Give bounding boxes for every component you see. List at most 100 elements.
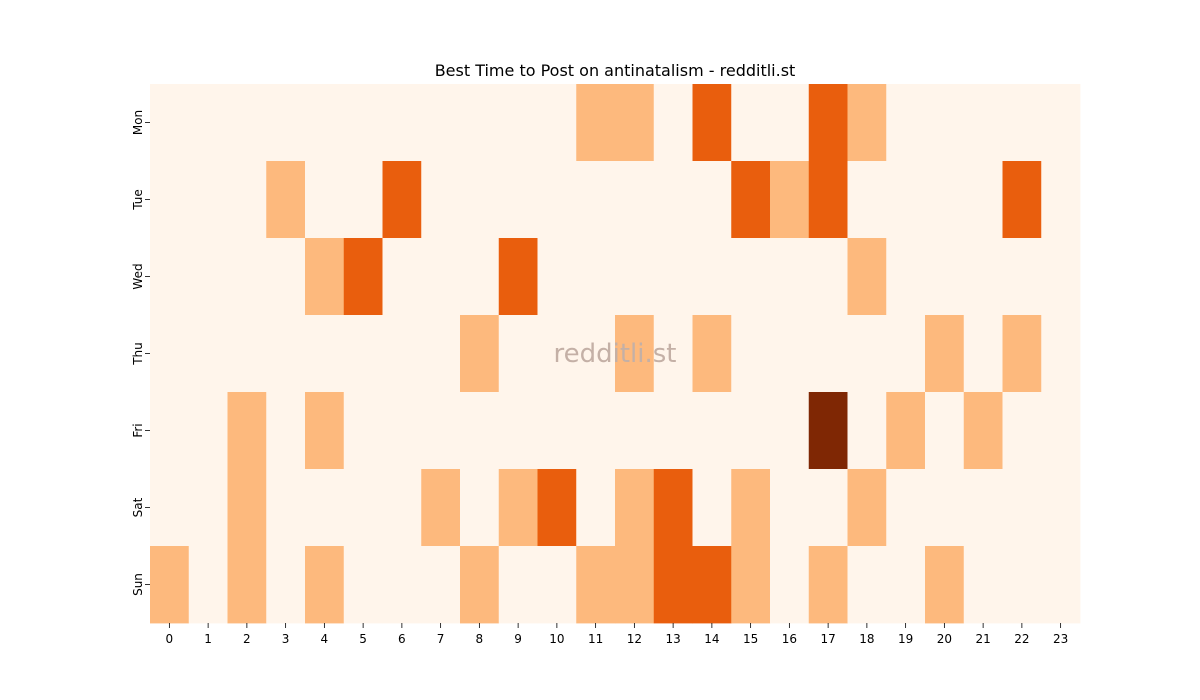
heatmap-cell-fri-1	[188, 392, 228, 470]
heatmap-cell-thu-1	[188, 315, 228, 393]
x-tick-label: 0	[166, 632, 174, 646]
heatmap-cell-sat-11	[576, 469, 616, 547]
heatmap-cell-wed-7	[421, 238, 461, 316]
heatmap-cell-mon-18	[847, 84, 887, 162]
heatmap-cell-mon-9	[498, 84, 538, 162]
heatmap-cell-wed-8	[460, 238, 500, 316]
heatmap-cell-tue-5	[343, 161, 383, 239]
heatmap-cell-sun-22	[1002, 546, 1042, 624]
heatmap-cell-thu-21	[963, 315, 1003, 393]
x-tick-label: 2	[243, 632, 251, 646]
heatmap-cell-mon-23	[1041, 84, 1081, 162]
x-tick-label: 13	[665, 632, 680, 646]
y-tick-label-sun: Sun	[131, 573, 145, 596]
heatmap-cell-sat-23	[1041, 469, 1081, 547]
heatmap-cell-fri-9	[498, 392, 538, 470]
heatmap-cell-tue-9	[498, 161, 538, 239]
x-tick-label: 16	[782, 632, 797, 646]
heatmap-cell-wed-21	[963, 238, 1003, 316]
heatmap-cell-sat-3	[266, 469, 306, 547]
heatmap-cell-mon-0	[150, 84, 190, 162]
heatmap-cell-tue-16	[770, 161, 810, 239]
heatmap-cell-mon-8	[460, 84, 500, 162]
heatmap-cell-thu-7	[421, 315, 461, 393]
heatmap-cell-sun-6	[382, 546, 422, 624]
heatmap-cell-sat-5	[343, 469, 383, 547]
x-tick-label: 5	[359, 632, 367, 646]
heatmap-cell-tue-6	[382, 161, 422, 239]
x-tick-label: 20	[937, 632, 952, 646]
heatmap-cell-wed-5	[343, 238, 383, 316]
heatmap-cell-fri-4	[305, 392, 345, 470]
heatmap-cell-mon-19	[886, 84, 926, 162]
heatmap-cell-sun-18	[847, 546, 887, 624]
heatmap-cell-tue-22	[1002, 161, 1042, 239]
heatmap-cell-sun-4	[305, 546, 345, 624]
heatmap-cell-sat-12	[615, 469, 655, 547]
heatmap-cell-tue-10	[537, 161, 577, 239]
x-tick-label: 4	[321, 632, 329, 646]
heatmap-cell-wed-18	[847, 238, 887, 316]
heatmap-cell-sat-8	[460, 469, 500, 547]
heatmap-cell-tue-8	[460, 161, 500, 239]
heatmap-cell-wed-17	[808, 238, 848, 316]
heatmap-cell-wed-22	[1002, 238, 1042, 316]
heatmap-cell-mon-5	[343, 84, 383, 162]
heatmap-cell-fri-6	[382, 392, 422, 470]
heatmap-cell-sat-1	[188, 469, 228, 547]
heatmap-cell-tue-0	[150, 161, 190, 239]
heatmap-cell-sat-10	[537, 469, 577, 547]
heatmap-cell-thu-5	[343, 315, 383, 393]
heatmap-cell-sun-10	[537, 546, 577, 624]
heatmap-cell-mon-15	[731, 84, 771, 162]
heatmap-cell-sun-17	[808, 546, 848, 624]
heatmap-cell-sun-1	[188, 546, 228, 624]
x-tick-label: 14	[704, 632, 719, 646]
heatmap-cells	[150, 84, 1081, 624]
heatmap-cell-sat-2	[227, 469, 267, 547]
heatmap-cell-thu-14	[692, 315, 732, 393]
x-tick-label: 3	[282, 632, 290, 646]
heatmap-cell-wed-16	[770, 238, 810, 316]
heatmap-cell-sat-16	[770, 469, 810, 547]
heatmap-cell-fri-8	[460, 392, 500, 470]
heatmap-cell-wed-15	[731, 238, 771, 316]
heatmap-cell-fri-19	[886, 392, 926, 470]
y-tick-label-thu: Thu	[131, 342, 145, 366]
heatmap-cell-wed-11	[576, 238, 616, 316]
heatmap-cell-sun-19	[886, 546, 926, 624]
x-tick-label: 6	[398, 632, 406, 646]
heatmap-cell-mon-12	[615, 84, 655, 162]
x-tick-label: 23	[1053, 632, 1068, 646]
heatmap-cell-sat-15	[731, 469, 771, 547]
heatmap-cell-mon-2	[227, 84, 267, 162]
heatmap-cell-sat-18	[847, 469, 887, 547]
heatmap-cell-fri-17	[808, 392, 848, 470]
heatmap-cell-sun-5	[343, 546, 383, 624]
heatmap-cell-mon-22	[1002, 84, 1042, 162]
heatmap-cell-tue-11	[576, 161, 616, 239]
heatmap-cell-fri-22	[1002, 392, 1042, 470]
heatmap-cell-sun-15	[731, 546, 771, 624]
heatmap-cell-wed-9	[498, 238, 538, 316]
heatmap-cell-tue-3	[266, 161, 306, 239]
heatmap-cell-sat-21	[963, 469, 1003, 547]
heatmap-cell-tue-4	[305, 161, 345, 239]
heatmap-cell-fri-13	[653, 392, 693, 470]
heatmap-cell-sat-14	[692, 469, 732, 547]
heatmap-cell-fri-10	[537, 392, 577, 470]
heatmap-cell-thu-4	[305, 315, 345, 393]
heatmap-cell-fri-16	[770, 392, 810, 470]
heatmap-cell-wed-6	[382, 238, 422, 316]
heatmap-cell-sat-4	[305, 469, 345, 547]
y-tick-label-tue: Tue	[131, 189, 145, 211]
heatmap-cell-wed-20	[925, 238, 965, 316]
heatmap-cell-mon-1	[188, 84, 228, 162]
heatmap-cell-tue-12	[615, 161, 655, 239]
heatmap-cell-thu-12	[615, 315, 655, 393]
heatmap-cell-thu-11	[576, 315, 616, 393]
heatmap-cell-mon-10	[537, 84, 577, 162]
heatmap-cell-sat-6	[382, 469, 422, 547]
heatmap-cell-mon-11	[576, 84, 616, 162]
